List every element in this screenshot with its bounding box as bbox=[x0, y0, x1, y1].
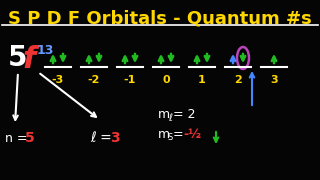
Text: 3: 3 bbox=[110, 131, 120, 145]
Text: = 2: = 2 bbox=[173, 109, 196, 122]
Text: =: = bbox=[173, 129, 188, 141]
Text: 3: 3 bbox=[270, 75, 278, 85]
Text: S P D F Orbitals - Quantum #s: S P D F Orbitals - Quantum #s bbox=[8, 10, 312, 28]
Text: ℓ =: ℓ = bbox=[90, 131, 112, 145]
Text: 1: 1 bbox=[198, 75, 206, 85]
Text: 5: 5 bbox=[8, 44, 28, 72]
Text: 0: 0 bbox=[162, 75, 170, 85]
Text: n =: n = bbox=[5, 132, 28, 145]
Text: 5: 5 bbox=[25, 131, 35, 145]
Text: 13: 13 bbox=[37, 44, 54, 57]
Text: S: S bbox=[168, 134, 173, 143]
Text: -1: -1 bbox=[124, 75, 136, 85]
Text: -2: -2 bbox=[88, 75, 100, 85]
Text: ℓ: ℓ bbox=[168, 113, 172, 123]
Text: -½: -½ bbox=[183, 129, 201, 141]
Text: m: m bbox=[158, 109, 170, 122]
Text: 2: 2 bbox=[234, 75, 242, 85]
Text: f: f bbox=[22, 46, 35, 75]
Text: -3: -3 bbox=[52, 75, 64, 85]
Text: m: m bbox=[158, 129, 170, 141]
